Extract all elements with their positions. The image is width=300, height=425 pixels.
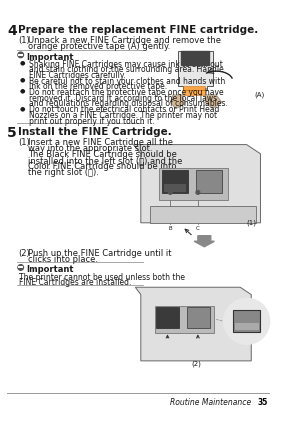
Text: Unpack a new FINE Cartridge and remove the: Unpack a new FINE Cartridge and remove t… (28, 36, 220, 45)
Text: ●: ● (19, 89, 25, 94)
Polygon shape (135, 287, 251, 361)
Text: ink on the removed protective tape.: ink on the removed protective tape. (28, 82, 167, 91)
Text: (A): (A) (254, 92, 264, 98)
Text: Be careful not to stain your clothes and hands with: Be careful not to stain your clothes and… (28, 77, 225, 86)
Circle shape (17, 264, 24, 271)
Text: (1): (1) (18, 138, 30, 147)
Polygon shape (178, 51, 213, 90)
Text: installed into the left slot (Ⓑ) and the: installed into the left slot (Ⓑ) and the (28, 156, 182, 165)
Text: The printer cannot be used unless both the: The printer cannot be used unless both t… (19, 272, 185, 281)
Text: Routine Maintenance: Routine Maintenance (170, 398, 251, 407)
Text: Color FINE Cartridge should be into: Color FINE Cartridge should be into (28, 162, 176, 171)
Text: orange protective tape (A) gently.: orange protective tape (A) gently. (28, 42, 170, 51)
FancyBboxPatch shape (164, 184, 186, 192)
Text: 5: 5 (8, 126, 17, 140)
Text: ●: ● (19, 60, 25, 65)
Circle shape (196, 190, 200, 194)
Text: Push up the FINE Cartridge until it: Push up the FINE Cartridge until it (28, 249, 171, 258)
FancyBboxPatch shape (154, 306, 214, 333)
FancyBboxPatch shape (136, 280, 272, 372)
FancyBboxPatch shape (235, 323, 259, 331)
Text: and regulations regarding disposal of consumables.: and regulations regarding disposal of co… (28, 99, 227, 108)
Circle shape (168, 190, 172, 194)
Text: ●: ● (19, 77, 25, 82)
Polygon shape (205, 95, 222, 109)
Text: The Black FINE Cartridge should be: The Black FINE Cartridge should be (28, 150, 176, 159)
Polygon shape (183, 86, 205, 95)
Text: FINE Cartridges carefully.: FINE Cartridges carefully. (28, 71, 125, 80)
Text: (2): (2) (191, 360, 201, 367)
Text: way into the appropriate slot.: way into the appropriate slot. (28, 144, 152, 153)
Text: C: C (196, 226, 200, 231)
Text: Insert a new FINE Cartridge all the: Insert a new FINE Cartridge all the (28, 138, 172, 147)
Text: and stain clothing or the surrounding area. Handle: and stain clothing or the surrounding ar… (28, 65, 223, 74)
Text: the right slot (Ⓒ).: the right slot (Ⓒ). (28, 168, 98, 177)
Text: (1): (1) (18, 36, 30, 45)
Circle shape (224, 298, 270, 344)
FancyBboxPatch shape (187, 308, 210, 328)
FancyArrow shape (194, 236, 214, 247)
Text: (1): (1) (247, 220, 256, 226)
FancyBboxPatch shape (136, 137, 272, 234)
Text: (2): (2) (18, 249, 30, 258)
Text: Shaking FINE Cartridges may cause ink to spill out: Shaking FINE Cartridges may cause ink to… (28, 60, 222, 69)
FancyBboxPatch shape (18, 54, 23, 56)
FancyBboxPatch shape (162, 170, 188, 193)
FancyBboxPatch shape (146, 21, 272, 113)
Text: clicks into place.: clicks into place. (28, 255, 98, 264)
Text: B: B (168, 226, 172, 231)
Polygon shape (134, 144, 260, 223)
Text: Prepare the replacement FINE cartridge.: Prepare the replacement FINE cartridge. (18, 25, 259, 35)
Text: removed it. Discard it according to the local laws: removed it. Discard it according to the … (28, 94, 217, 103)
FancyBboxPatch shape (157, 308, 179, 328)
Text: Important: Important (27, 53, 74, 62)
FancyBboxPatch shape (196, 170, 222, 193)
Text: Install the FINE Cartridge.: Install the FINE Cartridge. (18, 127, 172, 137)
Text: Nozzles on a FINE Cartridge. The printer may not: Nozzles on a FINE Cartridge. The printer… (28, 111, 217, 120)
Text: print out properly if you touch it.: print out properly if you touch it. (28, 116, 154, 125)
Text: FINE Cartridges are installed.: FINE Cartridges are installed. (19, 278, 132, 287)
Polygon shape (181, 51, 209, 65)
Text: 4: 4 (8, 24, 17, 38)
Text: 35: 35 (258, 398, 268, 407)
Text: Do not reattach the protective tape once you have: Do not reattach the protective tape once… (28, 88, 223, 97)
FancyBboxPatch shape (18, 266, 23, 269)
FancyBboxPatch shape (233, 310, 260, 332)
Text: Do not touch the electrical contacts or Print Head: Do not touch the electrical contacts or … (28, 105, 219, 114)
Polygon shape (150, 206, 256, 223)
Circle shape (17, 51, 24, 58)
Text: Important: Important (27, 265, 74, 274)
Polygon shape (170, 95, 185, 109)
FancyBboxPatch shape (159, 167, 228, 200)
Text: ●: ● (19, 106, 25, 111)
